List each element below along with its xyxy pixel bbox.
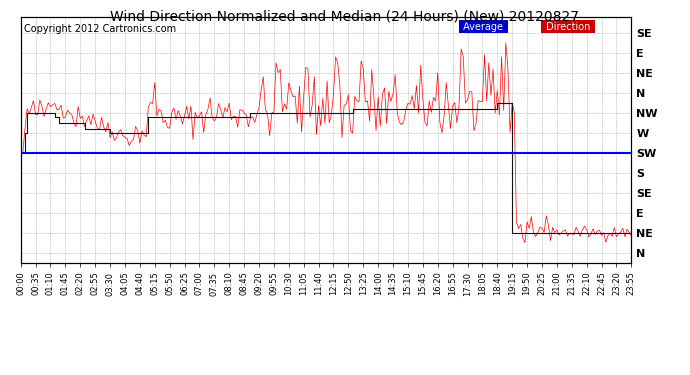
Text: Copyright 2012 Cartronics.com: Copyright 2012 Cartronics.com bbox=[23, 24, 176, 34]
Text: Direction: Direction bbox=[543, 22, 593, 32]
Text: Average: Average bbox=[460, 22, 506, 32]
Text: Wind Direction Normalized and Median (24 Hours) (New) 20120827: Wind Direction Normalized and Median (24… bbox=[110, 9, 580, 23]
